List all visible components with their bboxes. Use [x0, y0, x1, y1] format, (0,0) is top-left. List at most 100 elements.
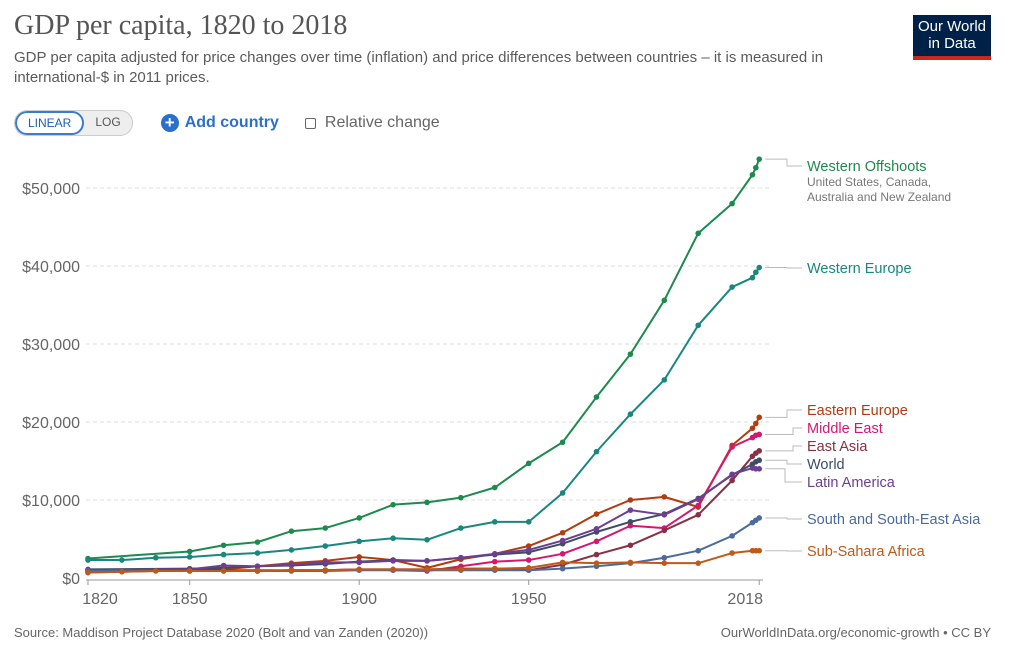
- data-point: [749, 274, 756, 281]
- data-point: [627, 522, 634, 529]
- data-point: [756, 466, 763, 472]
- data-point: [254, 550, 261, 556]
- data-point: [322, 525, 329, 531]
- data-point: [593, 560, 600, 566]
- legend-label: World: [807, 457, 845, 473]
- data-point: [593, 526, 600, 532]
- data-point: [661, 554, 668, 561]
- chart-controls: LINEAR LOG + Add country Relative change: [14, 110, 440, 136]
- data-point: [756, 515, 763, 521]
- data-point: [756, 448, 763, 454]
- owid-logo[interactable]: Our World in Data: [913, 15, 991, 60]
- legend-connector: [765, 158, 802, 167]
- data-point: [756, 431, 763, 438]
- data-point: [695, 547, 701, 554]
- data-point: [119, 557, 125, 563]
- data-point: [525, 565, 532, 571]
- data-point: [492, 519, 498, 525]
- logo-line-1: Our World: [917, 18, 987, 35]
- log-scale-button[interactable]: LOG: [95, 115, 121, 129]
- legend-note-line: United States, Canada,: [807, 175, 931, 189]
- data-point: [390, 558, 396, 564]
- data-point: [424, 499, 430, 506]
- data-point: [559, 439, 566, 446]
- data-point: [492, 565, 498, 572]
- data-point: [695, 512, 701, 518]
- data-point: [559, 537, 566, 544]
- y-tick-label: $50,000: [22, 181, 80, 198]
- data-point: [220, 562, 227, 569]
- x-tick-label: 1820: [82, 591, 118, 608]
- data-point: [356, 566, 363, 573]
- add-country-label: Add country: [184, 114, 279, 131]
- data-point: [627, 411, 634, 418]
- y-tick-label: $0: [62, 571, 80, 588]
- data-point: [749, 425, 756, 432]
- legend-label: Eastern Europe: [807, 403, 908, 419]
- source-note: Source: Maddison Project Database 2020 (…: [14, 625, 429, 640]
- chart-title: GDP per capita, 1820 to 2018: [14, 10, 348, 41]
- add-country-button[interactable]: + Add country: [160, 114, 279, 132]
- data-point: [661, 494, 668, 500]
- data-point: [254, 539, 261, 545]
- data-point: [322, 543, 329, 549]
- data-point: [661, 560, 668, 566]
- checkbox-icon: [304, 117, 316, 129]
- data-point: [288, 561, 295, 568]
- relative-change-checkbox[interactable]: Relative change: [304, 114, 440, 132]
- data-point: [695, 560, 701, 566]
- data-point: [458, 494, 464, 501]
- data-point: [661, 377, 668, 383]
- data-point: [288, 547, 295, 553]
- logo-line-2: in Data: [928, 35, 976, 52]
- y-tick-label: $40,000: [22, 259, 80, 276]
- data-point: [220, 551, 227, 558]
- data-point: [661, 512, 668, 518]
- legend-label: Western Offshoots: [807, 159, 927, 175]
- data-point: [627, 559, 634, 566]
- data-point: [559, 490, 566, 496]
- legend-connector: [765, 409, 802, 418]
- legend-connector: [765, 468, 802, 483]
- data-point: [695, 230, 701, 237]
- data-point: [695, 496, 701, 503]
- data-point: [695, 502, 701, 509]
- data-point: [525, 460, 532, 467]
- data-point: [695, 322, 701, 329]
- data-point: [322, 559, 329, 566]
- x-tick-label: 1850: [172, 591, 208, 608]
- data-point: [627, 351, 634, 357]
- data-point: [288, 567, 295, 573]
- data-point: [390, 566, 396, 573]
- data-point: [593, 511, 600, 517]
- legend-label: Western Europe: [807, 261, 912, 277]
- data-point: [85, 569, 91, 576]
- data-point: [525, 557, 532, 563]
- legend-label: Middle East: [807, 421, 883, 437]
- data-point: [559, 559, 566, 566]
- legend-connector: [765, 445, 802, 452]
- data-point: [661, 527, 668, 534]
- data-point: [525, 547, 532, 553]
- data-point: [559, 565, 566, 572]
- data-point: [492, 558, 498, 565]
- data-point: [119, 568, 125, 575]
- data-point: [356, 554, 363, 560]
- data-point: [525, 519, 532, 525]
- data-point: [756, 414, 763, 421]
- legend-connector: [765, 427, 802, 435]
- y-tick-label: $20,000: [22, 415, 80, 432]
- scale-toggle[interactable]: LINEAR LOG: [14, 110, 133, 136]
- data-point: [627, 507, 634, 513]
- data-point: [593, 448, 600, 455]
- footer-link[interactable]: OurWorldInData.org/economic-growth • CC …: [720, 625, 991, 640]
- linear-scale-button[interactable]: LINEAR: [15, 111, 85, 135]
- legend-label: Latin America: [807, 475, 896, 491]
- data-point: [186, 548, 193, 555]
- x-tick-label: 1900: [341, 591, 377, 608]
- data-point: [729, 200, 735, 207]
- x-tick-label: 2018: [727, 591, 763, 608]
- data-point: [753, 420, 759, 427]
- data-point: [458, 554, 464, 561]
- data-point: [356, 515, 363, 521]
